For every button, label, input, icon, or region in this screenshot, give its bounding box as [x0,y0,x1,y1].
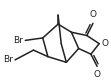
Text: Br: Br [13,36,23,45]
Text: O: O [94,70,101,79]
Text: O: O [89,10,96,19]
Text: O: O [102,39,109,48]
Text: Br: Br [3,55,13,64]
